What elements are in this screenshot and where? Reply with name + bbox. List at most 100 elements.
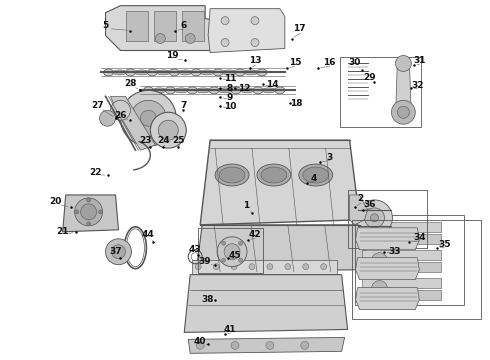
Ellipse shape	[231, 87, 241, 94]
Text: 24: 24	[157, 136, 170, 145]
Text: 12: 12	[238, 84, 250, 93]
Bar	[362, 289, 441, 300]
Circle shape	[371, 280, 388, 297]
Bar	[182, 11, 204, 41]
Bar	[355, 215, 464, 305]
Circle shape	[285, 264, 291, 270]
Circle shape	[371, 253, 388, 269]
Text: 29: 29	[363, 73, 376, 82]
Circle shape	[365, 208, 385, 228]
Polygon shape	[111, 96, 155, 150]
Text: 2: 2	[357, 194, 364, 203]
Circle shape	[99, 110, 116, 126]
Text: 41: 41	[224, 325, 236, 334]
Ellipse shape	[200, 70, 214, 75]
Ellipse shape	[152, 88, 166, 93]
Bar	[126, 11, 148, 41]
Circle shape	[221, 39, 229, 46]
Circle shape	[221, 241, 225, 245]
Circle shape	[231, 341, 239, 349]
Ellipse shape	[253, 87, 263, 94]
Circle shape	[196, 341, 204, 349]
Bar	[192, 260, 337, 275]
Text: 15: 15	[289, 58, 301, 67]
Text: 9: 9	[227, 93, 233, 102]
Ellipse shape	[262, 88, 276, 93]
Circle shape	[303, 264, 309, 270]
Ellipse shape	[257, 164, 291, 186]
Ellipse shape	[156, 70, 171, 75]
Text: 11: 11	[224, 74, 236, 83]
Text: 19: 19	[166, 51, 178, 60]
Ellipse shape	[134, 70, 148, 75]
Bar	[198, 228, 263, 273]
Text: 40: 40	[194, 337, 206, 346]
Text: 45: 45	[229, 251, 242, 260]
Text: 25: 25	[172, 136, 185, 145]
Ellipse shape	[125, 69, 135, 76]
Polygon shape	[356, 258, 419, 280]
Text: 10: 10	[224, 102, 236, 111]
Text: 14: 14	[266, 80, 278, 89]
Ellipse shape	[244, 70, 258, 75]
Bar	[352, 220, 481, 319]
Circle shape	[395, 55, 412, 71]
Circle shape	[213, 264, 219, 270]
Polygon shape	[395, 60, 412, 118]
Polygon shape	[356, 288, 419, 310]
Circle shape	[266, 341, 274, 349]
Text: 38: 38	[201, 295, 214, 304]
Text: 6: 6	[180, 21, 186, 30]
Text: 44: 44	[142, 230, 155, 239]
Circle shape	[231, 264, 237, 270]
Polygon shape	[349, 195, 368, 225]
Bar	[154, 11, 176, 41]
Ellipse shape	[235, 69, 245, 76]
Ellipse shape	[113, 70, 126, 75]
Text: 34: 34	[413, 233, 426, 242]
Ellipse shape	[209, 87, 219, 94]
Circle shape	[217, 237, 247, 267]
Text: 32: 32	[411, 81, 423, 90]
Circle shape	[370, 214, 378, 222]
Polygon shape	[63, 195, 119, 232]
Ellipse shape	[178, 70, 192, 75]
Circle shape	[111, 100, 130, 120]
Ellipse shape	[218, 88, 232, 93]
Ellipse shape	[275, 87, 285, 94]
Circle shape	[121, 90, 176, 146]
Polygon shape	[188, 337, 344, 353]
Text: 36: 36	[363, 201, 376, 210]
Circle shape	[141, 110, 156, 126]
Circle shape	[249, 264, 255, 270]
Circle shape	[267, 264, 273, 270]
Bar	[340, 58, 421, 127]
Circle shape	[87, 222, 91, 226]
Ellipse shape	[257, 69, 267, 76]
Polygon shape	[356, 228, 419, 250]
Circle shape	[87, 198, 91, 202]
Ellipse shape	[196, 88, 210, 93]
Text: 33: 33	[388, 247, 401, 256]
Circle shape	[105, 239, 131, 265]
Text: 3: 3	[326, 153, 333, 162]
Circle shape	[239, 241, 243, 245]
Ellipse shape	[219, 167, 245, 183]
Circle shape	[371, 225, 388, 241]
Text: 28: 28	[124, 79, 137, 88]
Circle shape	[150, 112, 186, 148]
Text: 17: 17	[294, 24, 306, 33]
Polygon shape	[105, 6, 220, 50]
Ellipse shape	[191, 69, 201, 76]
Circle shape	[239, 258, 243, 262]
Text: 16: 16	[323, 58, 336, 67]
Text: 30: 30	[348, 58, 361, 67]
Ellipse shape	[213, 69, 223, 76]
Text: 13: 13	[249, 56, 261, 65]
Ellipse shape	[147, 69, 157, 76]
Ellipse shape	[187, 87, 197, 94]
Circle shape	[98, 210, 102, 214]
Circle shape	[357, 200, 392, 236]
Text: 42: 42	[248, 230, 261, 239]
Circle shape	[81, 204, 97, 220]
